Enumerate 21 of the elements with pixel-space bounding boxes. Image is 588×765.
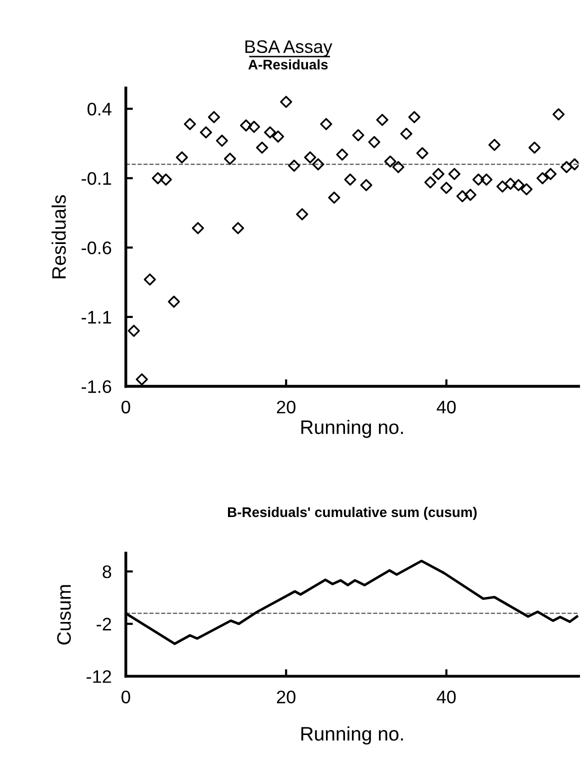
y-tick-label: -1.6	[82, 380, 112, 394]
chart-subtitle: A-Residuals	[248, 59, 328, 70]
x-tick-label: 0	[122, 400, 130, 414]
x-tick-label: 20	[276, 400, 296, 414]
x-tick-label: 20	[276, 690, 296, 704]
y-tick-label: -0.1	[82, 172, 112, 185]
x-tick-label: 0	[122, 690, 130, 704]
x-axis-title: Running no.	[301, 420, 403, 438]
chart-title: B-Residuals' cumulative sum (cusum)	[228, 506, 477, 520]
y-tick-label: -1.1	[82, 311, 112, 324]
y-tick-label: -0.6	[82, 241, 112, 254]
y-tick-label: 0.4	[88, 102, 112, 116]
y-tick-label: -12	[86, 670, 112, 683]
y-tick-label: -2	[96, 618, 112, 630]
y-tick-label: 8	[102, 565, 112, 578]
x-tick-label: 40	[436, 400, 456, 414]
x-axis-title: Running no.	[301, 726, 403, 745]
y-axis-title: Cusum	[57, 585, 71, 644]
x-tick-label: 40	[436, 690, 456, 704]
y-axis-title: Residuals	[52, 195, 66, 278]
chart-title: BSA Assay	[245, 40, 332, 57]
